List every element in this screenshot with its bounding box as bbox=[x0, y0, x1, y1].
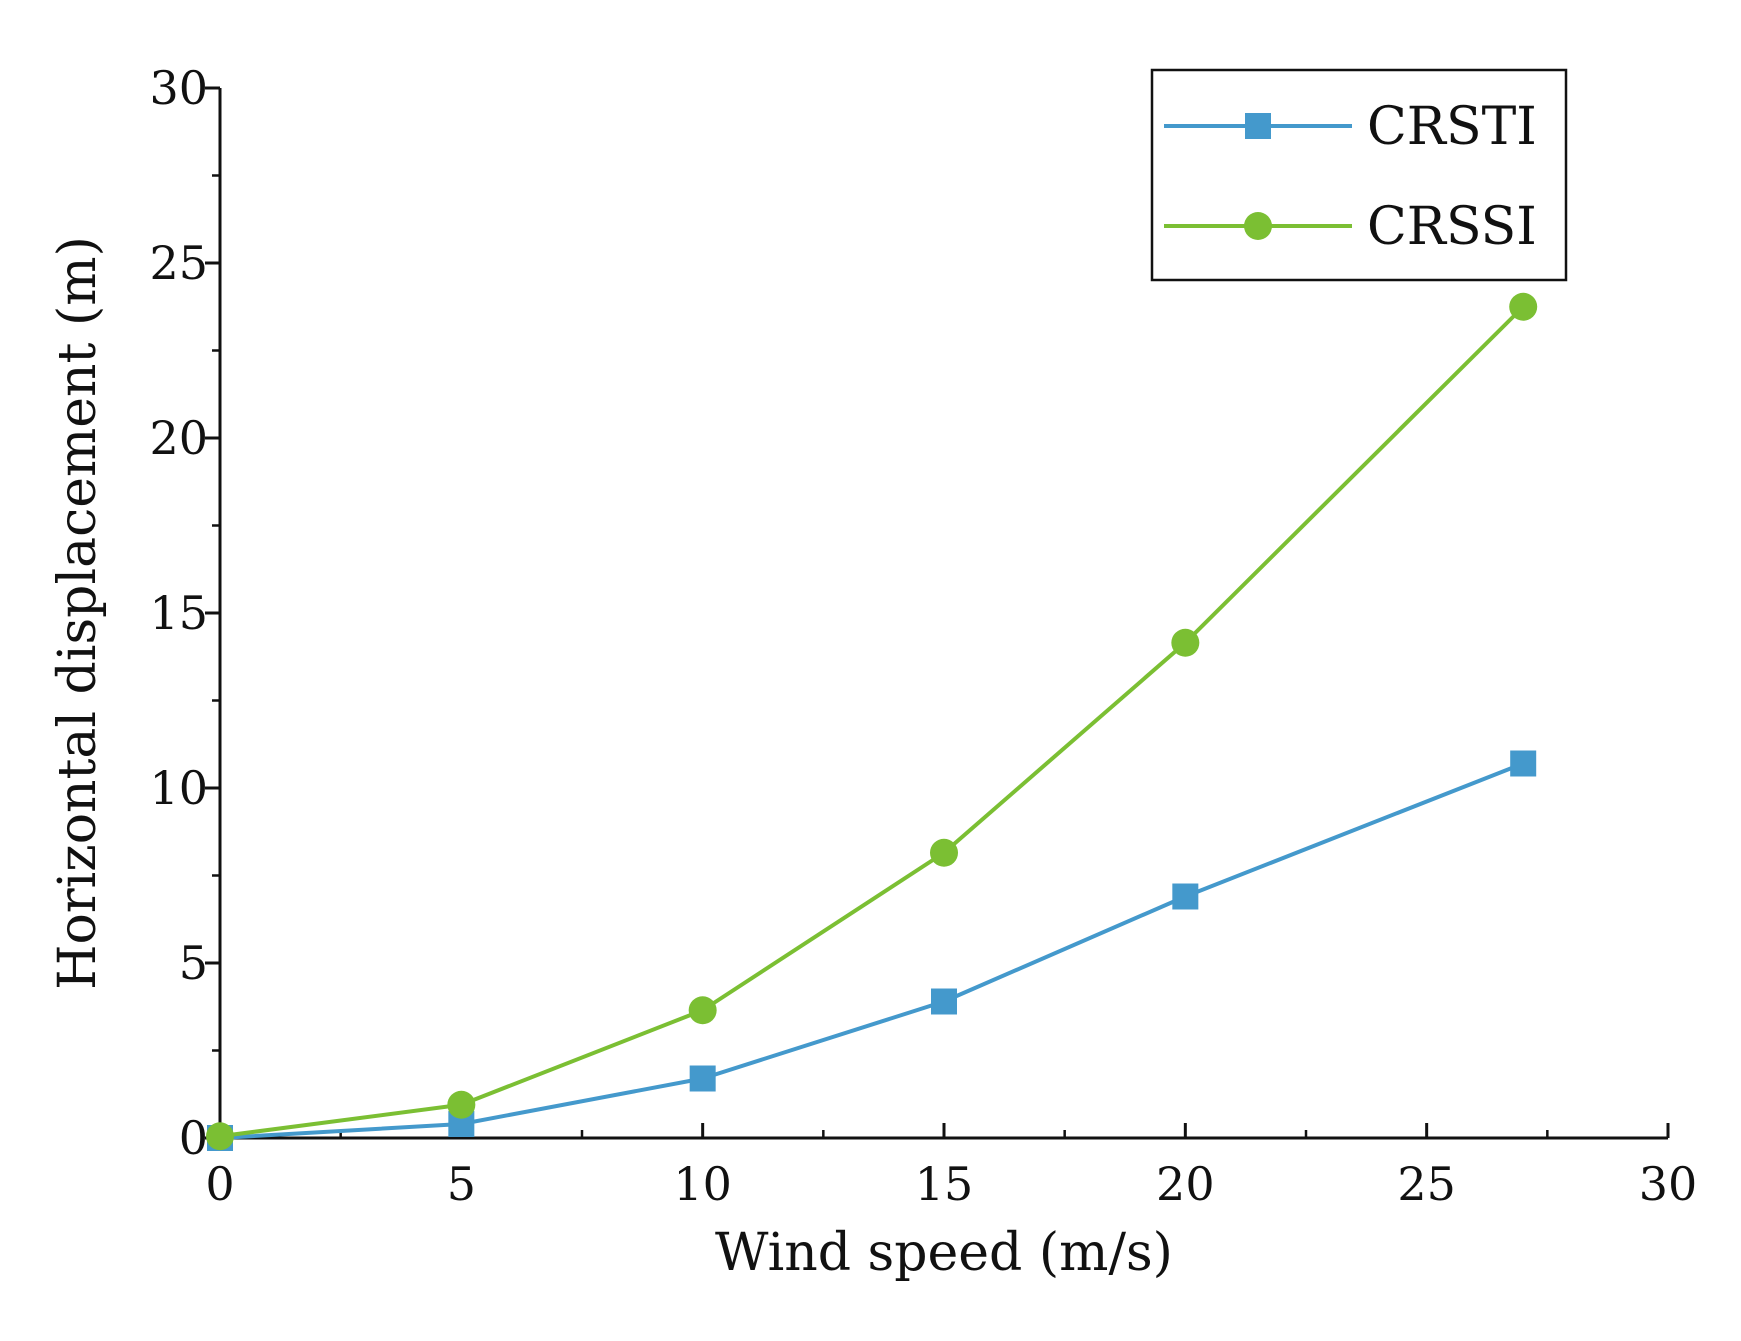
x-axis-title: Wind speed (m/s) bbox=[715, 1223, 1173, 1283]
y-tick-label: 10 bbox=[149, 761, 208, 815]
legend-marker-circle bbox=[1244, 212, 1272, 240]
data-point-crssi bbox=[930, 838, 958, 867]
y-tick-label: 15 bbox=[149, 586, 208, 640]
y-tick-label: 0 bbox=[179, 1111, 208, 1165]
ticks bbox=[205, 86, 1670, 1140]
data-point-crssi bbox=[1509, 292, 1538, 321]
data-point-crsti bbox=[689, 1065, 716, 1092]
x-tick-label: 15 bbox=[915, 1157, 974, 1211]
x-tick-label: 20 bbox=[1156, 1157, 1215, 1211]
legend-label-crsti: CRSTI bbox=[1367, 97, 1537, 157]
data-point-crssi bbox=[688, 996, 717, 1025]
series-line-crssi bbox=[219, 305, 1525, 1139]
x-tick-label: 5 bbox=[447, 1157, 476, 1211]
y-tick-label: 30 bbox=[149, 61, 208, 115]
legend: CRSTI CRSSI bbox=[1150, 68, 1568, 282]
data-point-crssi bbox=[447, 1090, 476, 1119]
x-tick-label: 25 bbox=[1397, 1157, 1456, 1211]
data-point-crsti bbox=[1172, 883, 1199, 910]
legend-marker-square bbox=[1245, 113, 1271, 139]
y-tick-label: 5 bbox=[179, 936, 208, 990]
data-point-crssi bbox=[1171, 628, 1200, 657]
data-point-crsti bbox=[931, 988, 957, 1015]
series-layer bbox=[206, 292, 1538, 1151]
series-line-crsti bbox=[219, 761, 1524, 1140]
x-tick-label: 0 bbox=[205, 1157, 234, 1211]
tick-labels: 0 5 10 15 20 25 30 0 5 10 15 20 25 30 bbox=[149, 61, 1697, 1211]
data-point-crsti bbox=[1510, 750, 1537, 777]
legend-item-crssi: CRSSI bbox=[1164, 197, 1537, 257]
data-point-crssi bbox=[206, 1122, 234, 1151]
legend-label-crssi: CRSSI bbox=[1367, 197, 1537, 257]
x-tick-label: 30 bbox=[1639, 1157, 1698, 1211]
y-axis-title: Horizontal displacement (m) bbox=[48, 236, 108, 990]
y-tick-label: 20 bbox=[149, 411, 208, 465]
legend-box bbox=[1150, 68, 1568, 282]
x-tick-label: 10 bbox=[673, 1157, 732, 1211]
y-tick-label: 25 bbox=[149, 236, 208, 290]
legend-item-crsti: CRSTI bbox=[1164, 97, 1537, 157]
